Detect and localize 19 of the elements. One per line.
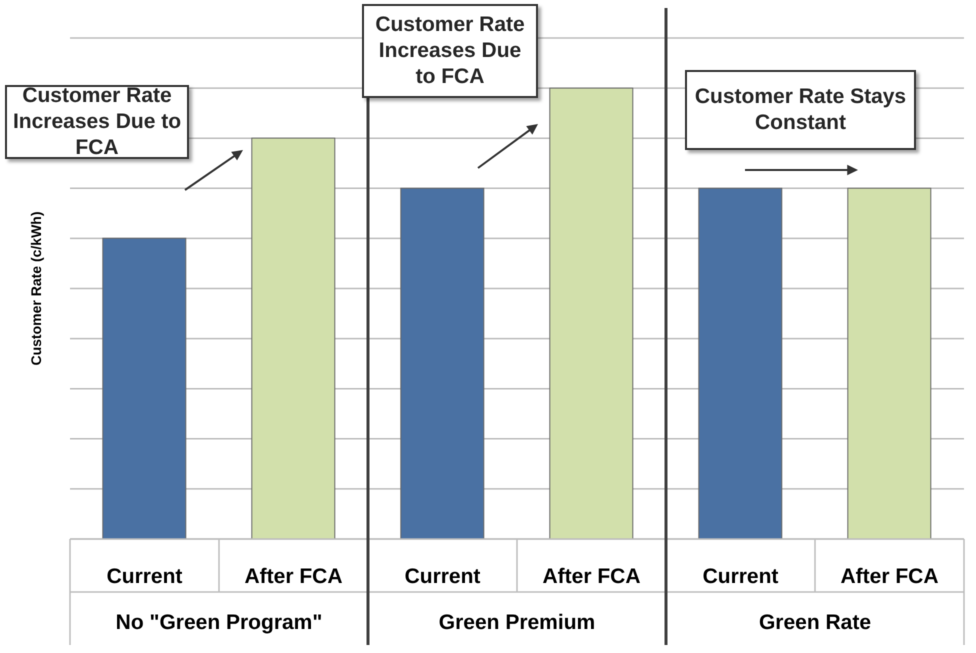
x-tick-label: After FCA bbox=[840, 565, 938, 588]
text: Green Premium bbox=[438, 611, 596, 634]
bar bbox=[251, 138, 336, 539]
text: No "Green Program" bbox=[116, 611, 322, 634]
bar bbox=[400, 188, 484, 539]
x-tick-label: Current bbox=[404, 565, 480, 588]
x-tick-label: Current bbox=[702, 565, 778, 588]
annotation: Customer Rate Increases Due to FCA bbox=[5, 84, 189, 159]
text: Customer Rate Increases Due to FCA bbox=[362, 4, 538, 98]
y-axis-title: Customer Rate (c/kWh) bbox=[28, 211, 44, 366]
text: Green Rate bbox=[758, 611, 872, 634]
bar bbox=[847, 188, 932, 539]
bar bbox=[102, 238, 186, 539]
annotation: Customer Rate Stays Constant bbox=[685, 70, 916, 150]
x-tick-label: After FCA bbox=[542, 565, 640, 588]
bar bbox=[698, 188, 782, 539]
x-tick-label: After FCA bbox=[244, 565, 342, 588]
x-tick-label: Current bbox=[106, 565, 182, 588]
bar bbox=[549, 88, 634, 539]
